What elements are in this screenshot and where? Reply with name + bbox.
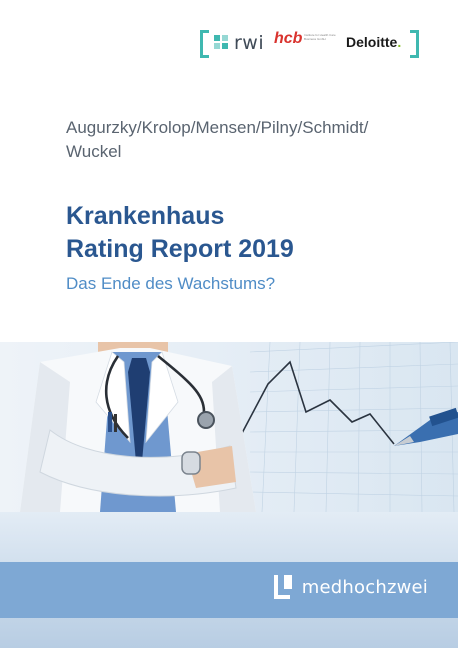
publisher-name: medhochzwei (301, 576, 428, 598)
title-line-2: Rating Report 2019 (66, 235, 294, 263)
doctor-figure (20, 342, 256, 512)
hcb-subtitle: Institute for Health Care Business GmbH (304, 33, 336, 41)
medhochzwei-logo-icon (273, 575, 296, 599)
publisher-logo: medhochzwei (273, 575, 428, 599)
cover-photo (0, 342, 458, 512)
rwi-wordmark: rwi (234, 32, 265, 54)
book-subtitle: Das Ende des Wachstums? (66, 274, 276, 293)
trend-line (231, 360, 395, 453)
book-title: Krankenhaus Rating Report 2019 (66, 200, 294, 266)
publisher-band: medhochzwei (0, 562, 458, 618)
deloitte-dot: . (397, 34, 402, 50)
partner-logos: rwi hcb Institute for Health Care Busine… (200, 30, 420, 64)
deloitte-wordmark: Deloitte (346, 34, 398, 50)
hcb-wordmark: hcb (274, 30, 303, 47)
left-bracket-icon (200, 30, 209, 58)
rwi-logo: rwi (214, 32, 264, 54)
title-line-1: Krankenhaus (66, 202, 225, 230)
author-list: Augurzky/Krolop/Mensen/Pilny/Schmidt/ Wu… (66, 116, 426, 164)
pen-icon (394, 407, 458, 446)
deloitte-logo: Deloitte. (346, 34, 401, 50)
authors-line-2: Wuckel (66, 142, 122, 161)
doctor-chart-illustration (20, 342, 458, 512)
authors-line-1: Augurzky/Krolop/Mensen/Pilny/Schmidt/ (66, 118, 369, 137)
right-bracket-icon (410, 30, 419, 58)
hcb-logo: hcb Institute for Health Care Business G… (274, 30, 336, 48)
rwi-logo-icon (214, 35, 230, 51)
